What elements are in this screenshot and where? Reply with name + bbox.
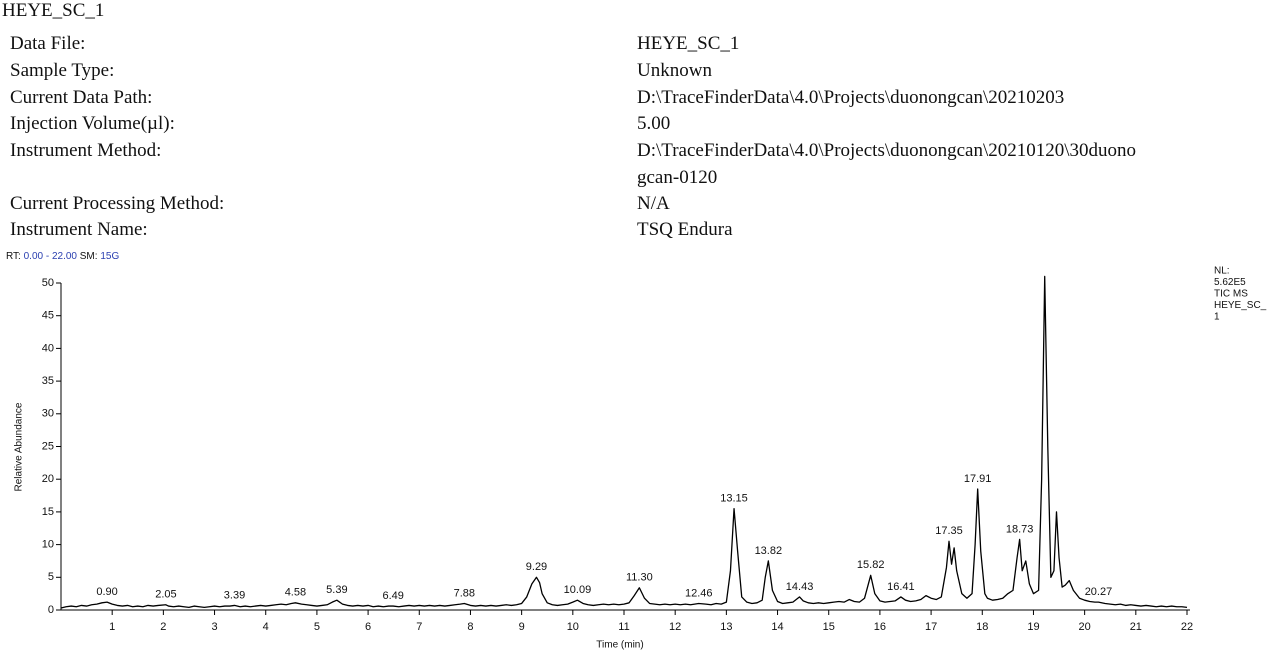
nl-info: 1	[1214, 312, 1220, 323]
peak-label: 18.73	[1006, 523, 1034, 535]
y-tick-label: 30	[42, 408, 54, 420]
x-tick-label: 5	[314, 621, 320, 633]
field-value: D:\TraceFinderData\4.0\Projects\duonongc…	[637, 140, 1137, 161]
x-axis-label: Time (min)	[596, 640, 643, 651]
x-tick-label: 7	[416, 621, 422, 633]
field-label: Current Processing Method:	[10, 193, 225, 214]
peak-label: 10.09	[564, 584, 592, 596]
nl-info: 5.62E5	[1214, 277, 1246, 288]
peak-label: 16.41	[887, 581, 915, 593]
x-tick-label: 16	[874, 621, 886, 633]
field-label: Instrument Name:	[10, 219, 148, 240]
y-tick-label: 0	[48, 604, 54, 616]
x-tick-label: 14	[771, 621, 783, 633]
peak-label: 14.43	[786, 581, 814, 593]
report-title: HEYE_SC_1	[2, 0, 105, 21]
peak-label: 4.58	[285, 587, 306, 599]
field-value: TSQ Endura	[637, 219, 733, 240]
field-value: D:\TraceFinderData\4.0\Projects\duonongc…	[637, 87, 1065, 108]
x-tick-label: 22	[1181, 621, 1193, 633]
y-tick-label: 35	[42, 375, 54, 387]
field-label: Current Data Path:	[10, 87, 153, 108]
sm-label: SM:	[80, 251, 98, 262]
y-tick-label: 45	[42, 310, 54, 322]
peak-label: 11.30	[626, 572, 653, 584]
x-tick-label: 12	[669, 621, 681, 633]
peak-label: 7.88	[454, 587, 475, 599]
nl-info: HEYE_SC_	[1214, 300, 1267, 311]
field-label: Instrument Method:	[10, 140, 162, 161]
peak-label: 20.27	[1085, 586, 1113, 598]
tic-trace	[60, 275, 1188, 609]
sm-value: 15G	[100, 251, 119, 262]
peak-label: 0.90	[96, 586, 117, 598]
x-tick-label: 13	[720, 621, 732, 633]
field-value: gcan-0120	[637, 166, 718, 188]
y-tick-label: 40	[42, 342, 54, 354]
x-tick-label: 8	[467, 621, 473, 633]
x-tick-label: 10	[567, 621, 579, 633]
x-tick-label: 2	[160, 621, 166, 633]
x-tick-label: 6	[365, 621, 371, 633]
peak-label: 12.46	[685, 587, 713, 599]
field-value: 5.00	[637, 113, 671, 134]
peak-label: 15.82	[857, 559, 885, 571]
field-value: Unknown	[637, 60, 712, 81]
field-label: Injection Volume(µl):	[10, 113, 175, 134]
x-tick-label: 19	[1027, 621, 1039, 633]
field-label: Sample Type:	[10, 60, 115, 81]
x-tick-label: 11	[618, 621, 629, 633]
nl-info: TIC MS	[1214, 289, 1248, 300]
y-tick-label: 50	[42, 277, 54, 289]
peak-label: 6.49	[382, 590, 403, 602]
y-tick-label: 15	[42, 506, 54, 518]
x-tick-label: 3	[211, 621, 217, 633]
peak-label: 3.39	[224, 589, 245, 601]
field-label: Data File:	[10, 33, 86, 54]
x-tick-label: 1	[109, 621, 115, 633]
x-tick-label: 18	[976, 621, 988, 633]
rt-range: 0.00 - 22.00	[24, 251, 78, 262]
peak-label: 5.39	[326, 584, 347, 596]
x-tick-label: 17	[925, 621, 937, 633]
y-tick-label: 5	[48, 571, 54, 583]
x-tick-label: 9	[519, 621, 525, 633]
rt-info: RT: 0.00 - 22.00 SM: 15G	[6, 251, 119, 262]
y-tick-label: 25	[42, 440, 54, 452]
rt-label: RT:	[6, 251, 21, 262]
x-tick-label: 21	[1130, 621, 1142, 633]
y-tick-label: 20	[42, 473, 54, 485]
nl-info: NL:	[1214, 266, 1230, 277]
x-tick-label: 4	[263, 621, 269, 633]
field-value: HEYE_SC_1	[637, 33, 740, 54]
field-value: N/A	[637, 193, 670, 214]
peak-label: 13.15	[720, 493, 748, 505]
peak-label: 13.82	[755, 545, 783, 557]
peak-label: 2.05	[155, 589, 176, 601]
y-axis-label: Relative Abundance	[14, 402, 25, 491]
x-tick-label: 20	[1079, 621, 1091, 633]
peak-label: 9.29	[526, 561, 547, 573]
y-tick-label: 10	[42, 539, 54, 551]
peak-label: 17.91	[964, 473, 992, 485]
x-tick-label: 15	[823, 621, 835, 633]
peak-label: 17.35	[935, 525, 963, 537]
